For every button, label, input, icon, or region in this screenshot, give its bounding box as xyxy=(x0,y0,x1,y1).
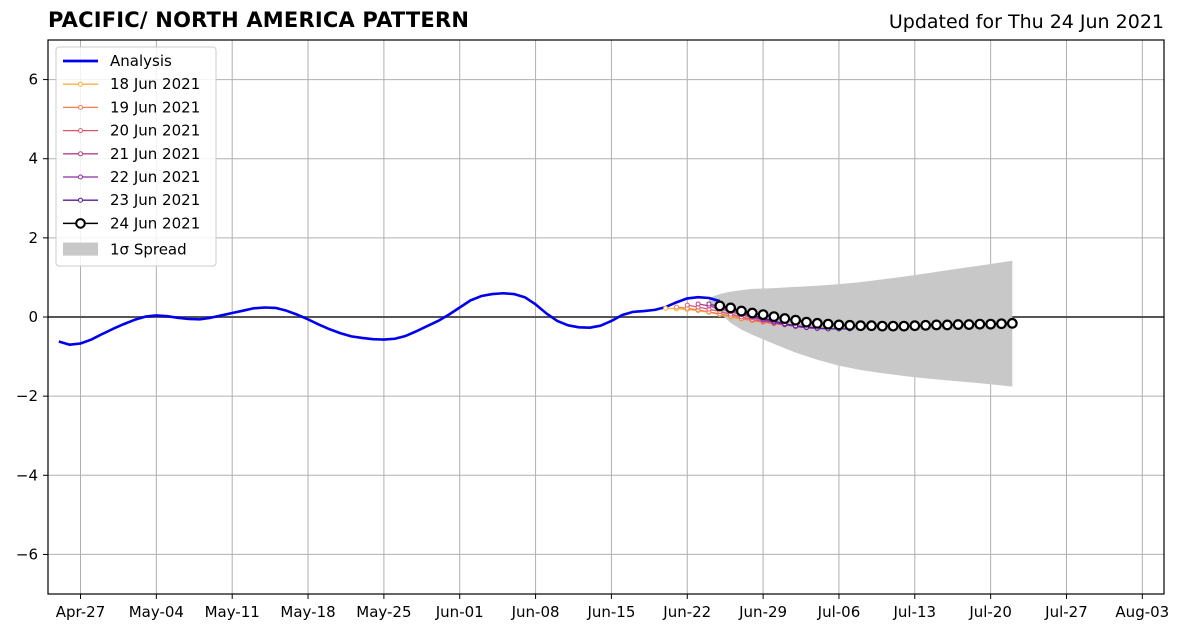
latest-point xyxy=(768,311,780,323)
legend-swatch-marker xyxy=(78,174,83,180)
latest-point xyxy=(779,313,791,324)
x-tick-label: May-04 xyxy=(129,603,184,621)
x-tick-label: May-18 xyxy=(280,603,335,621)
x-tick-label: Jul-13 xyxy=(892,603,936,621)
series-line-latest xyxy=(719,305,1013,327)
latest-point xyxy=(725,302,737,314)
latest-point xyxy=(909,320,921,332)
x-tick-label: Jun-08 xyxy=(511,603,560,621)
forecast-point xyxy=(706,301,712,307)
legend-swatch-spread xyxy=(63,242,98,256)
latest-point xyxy=(941,319,953,331)
latest-point xyxy=(790,314,802,326)
forecast-point xyxy=(663,305,669,311)
latest-point xyxy=(963,319,975,330)
legend: Analysis 18 Jun 2021 19 Jun 2021 20 Jun 202… xyxy=(55,46,217,267)
legend-item: 22 Jun 2021 xyxy=(63,168,200,186)
latest-point xyxy=(757,309,769,321)
legend-box xyxy=(55,46,217,267)
legend-label: 18 Jun 2021 xyxy=(110,75,200,93)
legend-item: Analysis xyxy=(63,52,172,70)
legend-item: 18 Jun 2021 xyxy=(63,75,200,93)
latest-point xyxy=(801,316,812,328)
x-tick-label: Jun-29 xyxy=(738,603,787,621)
latest-point xyxy=(833,319,845,331)
x-tick-label: May-11 xyxy=(205,603,260,621)
latest-point xyxy=(996,318,1007,330)
forecast-point xyxy=(673,304,679,310)
legend-item: 23 Jun 2021 xyxy=(63,191,200,209)
legend-label: 21 Jun 2021 xyxy=(110,145,200,163)
latest-point xyxy=(985,318,997,330)
y-tick-label: 4 xyxy=(28,150,38,168)
forecast-point xyxy=(684,302,690,308)
latest-point xyxy=(855,320,867,332)
latest-point xyxy=(866,320,877,332)
x-tick-label: Jul-27 xyxy=(1044,603,1088,621)
x-tick-label: Jun-15 xyxy=(586,603,635,621)
legend-swatch-marker xyxy=(75,218,86,229)
y-tick-label: −6 xyxy=(16,545,38,563)
x-tick-label: Jul-20 xyxy=(968,603,1012,621)
latest-point xyxy=(714,300,726,312)
legend-item: 19 Jun 2021 xyxy=(63,98,200,116)
latest-point xyxy=(898,320,910,332)
legend-label: 22 Jun 2021 xyxy=(110,168,200,186)
forecast-point xyxy=(695,301,701,307)
x-tick-label: May-25 xyxy=(356,603,411,621)
legend-label: 20 Jun 2021 xyxy=(110,122,200,140)
chart-title: PACIFIC/ NORTH AMERICA PATTERN xyxy=(48,8,470,32)
legend-swatch-marker xyxy=(78,81,83,87)
legend-label: 19 Jun 2021 xyxy=(110,98,200,116)
y-tick-label: 6 xyxy=(28,71,38,89)
legend-swatch-marker xyxy=(78,197,83,203)
legend-label: 23 Jun 2021 xyxy=(110,191,200,209)
latest-point xyxy=(736,305,747,317)
x-tick-label: Jun-01 xyxy=(435,603,484,621)
y-tick-label: 2 xyxy=(28,229,38,247)
series-line-analysis xyxy=(58,291,721,346)
latest-point xyxy=(952,319,964,330)
latest-point xyxy=(746,307,758,319)
legend-label: Analysis xyxy=(110,52,172,70)
legend-item: 20 Jun 2021 xyxy=(63,122,200,140)
latest-point xyxy=(887,320,899,332)
legend-item: 24 Jun 2021 xyxy=(63,214,200,232)
x-tick-label: Jun-22 xyxy=(662,603,711,621)
legend-swatch-marker xyxy=(78,151,83,157)
y-tick-label: −4 xyxy=(16,466,38,484)
updated-date: Updated for Thu 24 Jun 2021 xyxy=(888,11,1164,33)
latest-point xyxy=(844,319,856,331)
x-tick-label: Apr-27 xyxy=(56,603,106,621)
latest-point xyxy=(1006,317,1018,329)
latest-point xyxy=(811,317,823,329)
latest-point xyxy=(822,318,834,330)
latest-point xyxy=(876,320,888,332)
legend-swatch-marker xyxy=(78,128,83,134)
legend-swatch-marker xyxy=(78,104,83,110)
latest-point xyxy=(974,318,986,330)
y-tick-label: −2 xyxy=(16,387,38,405)
legend-item: 1σ Spread xyxy=(63,241,187,259)
latest-point xyxy=(931,319,942,331)
legend-label: 24 Jun 2021 xyxy=(110,214,200,232)
legend-item: 21 Jun 2021 xyxy=(63,145,200,163)
x-tick-label: Aug-03 xyxy=(1115,603,1169,621)
latest-point xyxy=(920,319,932,331)
x-tick-label: Jul-06 xyxy=(817,603,861,621)
legend-label: 1σ Spread xyxy=(110,241,187,259)
y-tick-label: 0 xyxy=(28,308,38,326)
plot-group xyxy=(58,260,1018,387)
